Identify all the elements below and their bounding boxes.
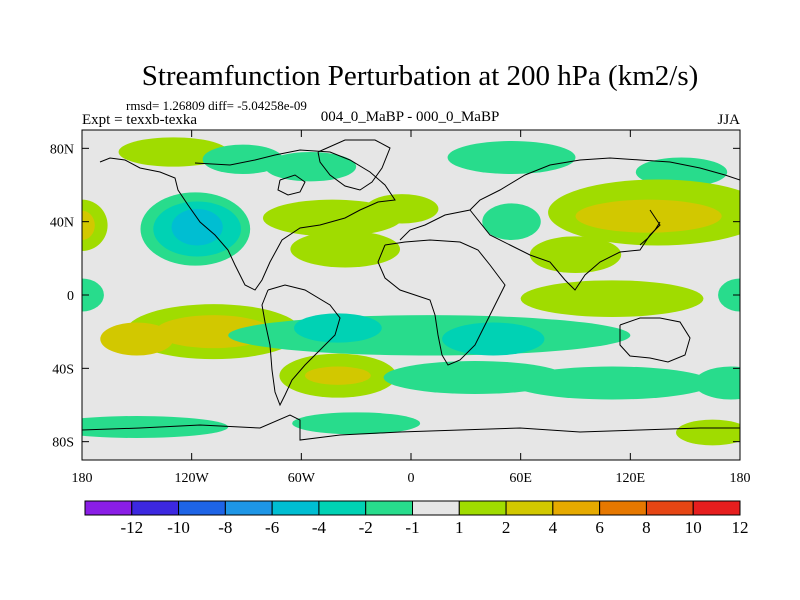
contour-region-3 — [447, 141, 576, 174]
contour-region-25 — [442, 322, 545, 356]
contour-region-11 — [290, 230, 401, 268]
coastline-antarctica — [82, 414, 740, 441]
coastline-layer — [82, 139, 740, 441]
contour-region-12 — [365, 194, 439, 224]
contour-region-30 — [694, 366, 740, 400]
coastline-north-america — [99, 149, 396, 291]
contour-region-6 — [82, 210, 95, 240]
x-tick-label: 180 — [72, 471, 93, 486]
colorbar-label: -1 — [405, 518, 419, 537]
contour-region-4 — [635, 157, 728, 187]
coastline-australia — [619, 317, 691, 363]
colorbar-label: -6 — [265, 518, 279, 537]
x-tick-label: 180 — [730, 471, 751, 486]
coastline-hudson-bay — [277, 174, 306, 196]
map-area — [81, 129, 741, 461]
colorbar-swatch — [178, 500, 226, 516]
colorbar-swatch — [458, 500, 507, 516]
y-tick-label: 80N — [50, 142, 74, 157]
contour-region-1 — [202, 144, 284, 174]
y-tick-label: 40S — [52, 362, 74, 377]
colorbar-label: -4 — [312, 518, 327, 537]
x-tick-label: 60W — [288, 471, 316, 486]
colorbar-swatch — [552, 500, 601, 516]
x-axis: 180 120W 60W 0 60E 120E 180 — [72, 130, 751, 486]
coastline-greenland — [317, 139, 391, 191]
colorbar-label: -12 — [120, 518, 143, 537]
colorbar-label: 4 — [549, 518, 558, 537]
x-tick-label: 60E — [509, 471, 532, 486]
contour-region-23 — [228, 315, 631, 356]
colorbar-swatch — [224, 500, 273, 516]
contour-region-13 — [482, 203, 541, 241]
contour-region-0 — [118, 137, 229, 167]
contour-region-32 — [292, 412, 421, 435]
contour-region-9 — [171, 208, 223, 246]
contour-region-29 — [511, 366, 713, 400]
colorbar-swatch — [131, 500, 180, 516]
colorbar-label: 8 — [642, 518, 651, 537]
contour-region-18 — [718, 278, 740, 312]
chart-subtitle: 004_0_MaBP - 000_0_MaBP — [321, 109, 500, 125]
colorbar-swatch — [412, 500, 460, 516]
colorbar-label: 1 — [455, 518, 464, 537]
x-tick-label: 120E — [616, 471, 646, 486]
colorbar-swatch — [599, 500, 647, 516]
contour-region-27 — [304, 366, 371, 385]
stats-label: rmsd= 1.26809 diff= -5.04258e-09 — [126, 98, 307, 113]
colorbar-label: 2 — [502, 518, 511, 537]
coastline-africa — [377, 239, 506, 366]
colorbar-label: -2 — [359, 518, 373, 537]
contour-fill-layer — [82, 137, 740, 446]
contour-region-33 — [676, 419, 740, 446]
y-axis: 80N 40N 0 40S 80S — [50, 142, 740, 451]
colorbar-swatch — [271, 500, 320, 516]
coastline-japan — [639, 221, 661, 246]
contour-region-16 — [529, 236, 622, 273]
contour-region-21 — [100, 322, 174, 356]
y-tick-label: 40N — [50, 216, 74, 231]
experiment-label: Expt = texxb-texka — [82, 112, 197, 128]
colorbar-swatch — [645, 500, 694, 516]
colorbar-swatch — [505, 500, 554, 516]
colorbar-label: 6 — [595, 518, 604, 537]
colorbar-swatch — [84, 500, 133, 516]
contour-region-15 — [575, 199, 722, 233]
season-label: JJA — [717, 112, 740, 128]
coastline-south-america — [261, 284, 341, 407]
chart-title: Streamfunction Perturbation at 200 hPa (… — [142, 60, 699, 92]
colorbar-label: -10 — [167, 518, 190, 537]
contour-region-24 — [294, 313, 382, 343]
colorbar: -12 -10 -8 -6 -4 -2 -1 1 2 4 6 8 10 12 — [84, 500, 749, 537]
colorbar-swatch — [365, 500, 414, 516]
contour-region-2 — [264, 152, 357, 182]
colorbar-label: 12 — [732, 518, 749, 537]
colorbar-swatch — [692, 500, 741, 516]
y-tick-label: 80S — [52, 436, 74, 451]
colorbar-label: -8 — [218, 518, 232, 537]
colorbar-label: 10 — [685, 518, 702, 537]
contour-region-22 — [520, 280, 704, 317]
colorbar-swatch — [318, 500, 367, 516]
x-tick-label: 120W — [175, 471, 210, 486]
x-tick-label: 0 — [408, 471, 415, 486]
contour-region-17 — [82, 278, 104, 312]
y-tick-label: 0 — [67, 289, 74, 304]
coastline-eurasia — [399, 157, 740, 241]
